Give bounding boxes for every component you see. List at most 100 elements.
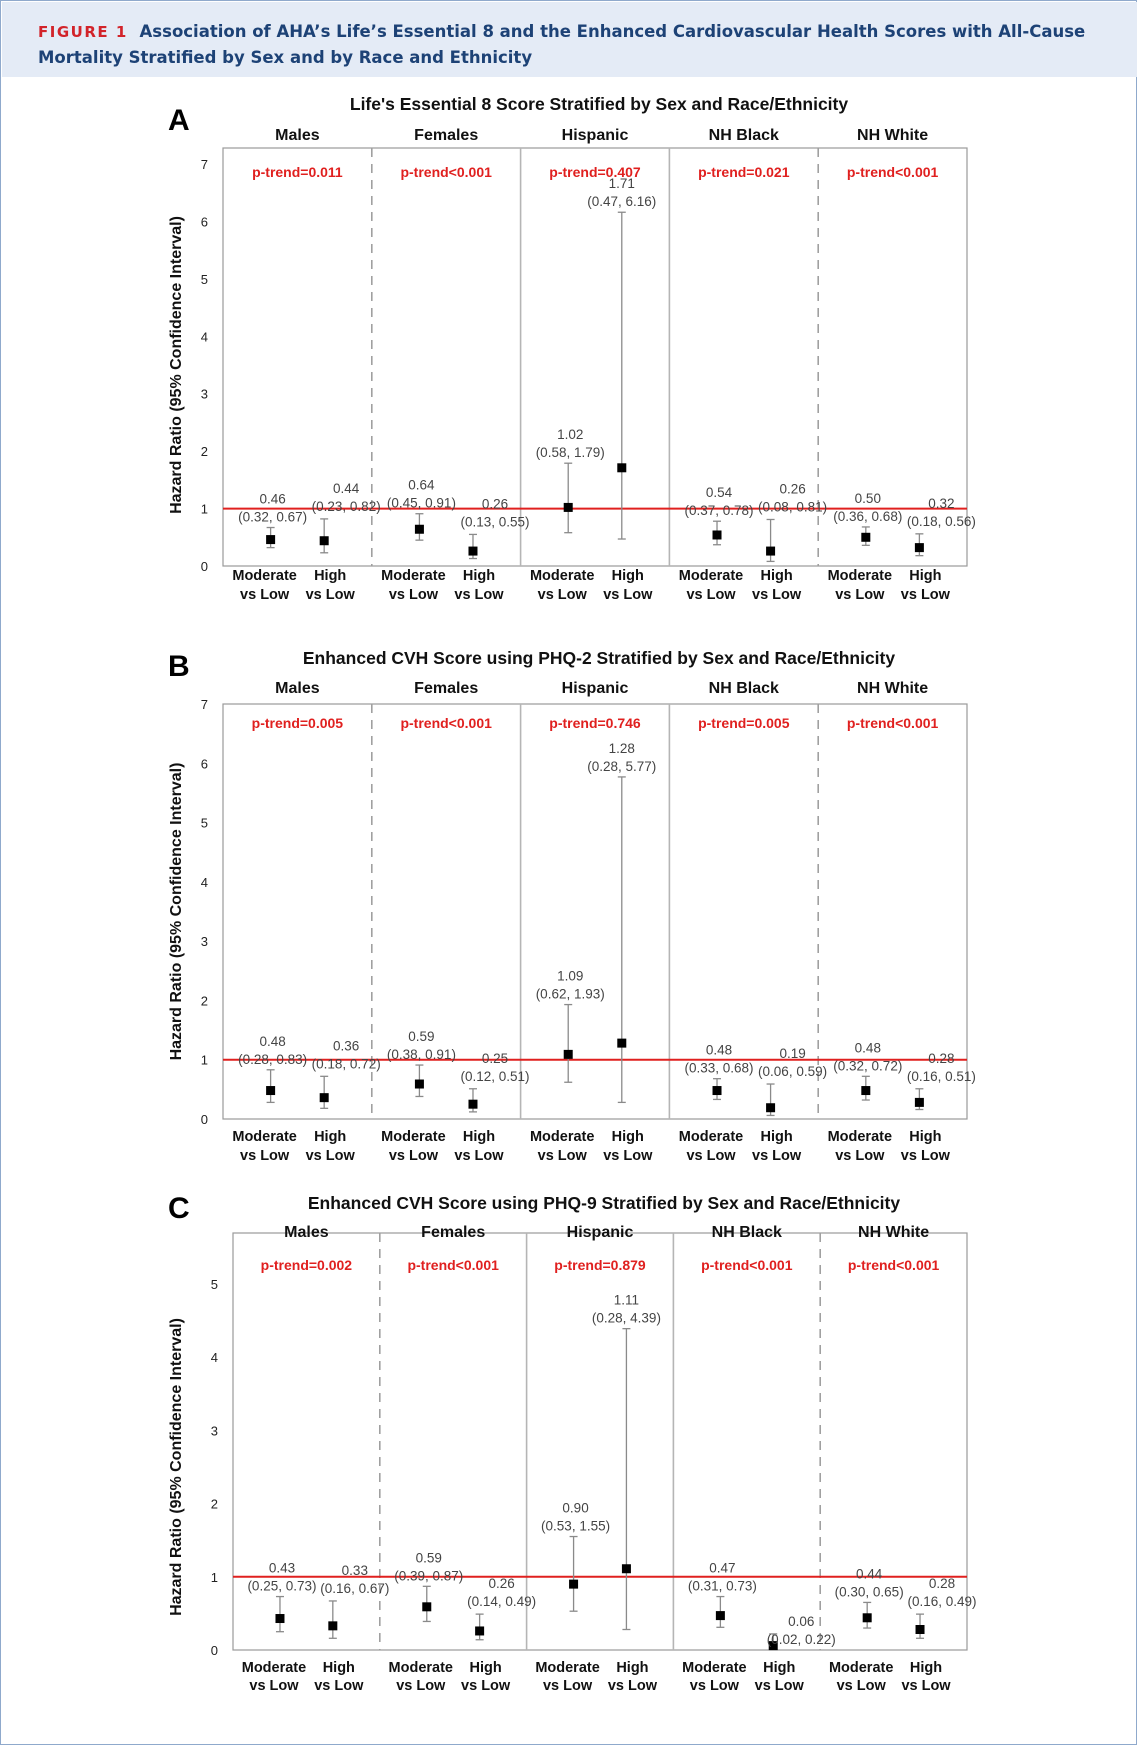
hr-marker <box>319 1093 329 1103</box>
ci-value-label: (0.28, 4.39) <box>592 1311 661 1326</box>
panel-letter: A <box>168 104 190 137</box>
hr-value-label: 0.47 <box>709 1561 735 1576</box>
hr-value-label: 0.33 <box>342 1563 368 1578</box>
x-tick-label: vs Low <box>752 1148 802 1164</box>
p-trend-label: p-trend=0.005 <box>252 715 344 731</box>
ci-value-label: (0.37, 0.78) <box>684 503 753 518</box>
hr-marker <box>861 1086 871 1096</box>
y-tick-label: 0 <box>211 1643 218 1658</box>
y-tick-label: 1 <box>201 1053 208 1068</box>
x-tick-label: High <box>612 1129 644 1145</box>
y-tick-label: 4 <box>201 329 208 344</box>
x-tick-label: High <box>760 568 792 584</box>
y-tick-label: 0 <box>201 1112 208 1127</box>
hr-marker <box>621 1564 631 1574</box>
ci-value-label: (0.18, 0.56) <box>907 514 976 529</box>
x-tick-label: vs Low <box>755 1678 805 1694</box>
x-tick-label: Moderate <box>679 568 743 584</box>
y-tick-label: 5 <box>201 816 208 831</box>
x-tick-label: High <box>910 1660 942 1676</box>
hr-marker <box>712 530 722 540</box>
x-tick-label: Moderate <box>389 1660 453 1676</box>
hr-value-label: 0.28 <box>929 1576 955 1591</box>
x-tick-label: High <box>463 1129 495 1145</box>
x-tick-label: vs Low <box>389 1148 439 1164</box>
y-tick-label: 1 <box>211 1570 218 1585</box>
x-tick-label: High <box>909 1129 941 1145</box>
hr-marker <box>475 1626 485 1636</box>
x-tick-label: High <box>763 1660 795 1676</box>
y-tick-label: 3 <box>211 1423 218 1438</box>
hr-marker <box>328 1621 338 1631</box>
hr-value-label: 0.46 <box>259 492 285 507</box>
ci-value-label: (0.62, 1.93) <box>536 987 605 1002</box>
x-tick-label: Moderate <box>232 1129 296 1145</box>
panel-letter: B <box>168 650 190 683</box>
y-tick-label: 7 <box>201 697 208 712</box>
group-label: Hispanic <box>567 1224 634 1241</box>
hr-value-label: 0.26 <box>779 481 805 496</box>
x-tick-label: vs Low <box>835 1148 885 1164</box>
hr-marker <box>914 1097 924 1107</box>
x-tick-label: vs Low <box>314 1678 364 1694</box>
x-tick-label: vs Low <box>249 1678 299 1694</box>
y-axis-label: Hazard Ratio (95% Confidence Interval) <box>168 216 185 514</box>
x-tick-label: Moderate <box>232 568 296 584</box>
plot-frame <box>222 703 968 1120</box>
x-tick-label: Moderate <box>381 568 445 584</box>
x-tick-label: Moderate <box>530 568 594 584</box>
hr-value-label: 0.19 <box>779 1046 805 1061</box>
group-label: Females <box>421 1224 485 1241</box>
group-label: Males <box>284 1224 329 1241</box>
group-label: Females <box>414 127 478 144</box>
x-tick-label: High <box>314 568 346 584</box>
x-tick-label: vs Low <box>901 1148 951 1164</box>
ci-value-label: (0.53, 1.55) <box>541 1519 610 1534</box>
group-label: Hispanic <box>562 680 629 697</box>
y-tick-label: 5 <box>201 272 208 287</box>
hr-marker <box>266 1086 276 1096</box>
x-tick-label: High <box>323 1660 355 1676</box>
hr-value-label: 0.36 <box>333 1038 359 1053</box>
x-tick-label: vs Low <box>389 587 439 603</box>
x-tick-label: vs Low <box>608 1678 658 1694</box>
x-tick-label: Moderate <box>828 1129 892 1145</box>
figure-caption: Association of AHA’s Life’s Essential 8 … <box>38 22 1086 67</box>
ci-value-label: (0.16, 0.67) <box>320 1581 389 1596</box>
hr-marker <box>414 1079 424 1089</box>
y-tick-label: 3 <box>201 387 208 402</box>
chart-title: Life's Essential 8 Score Stratified by S… <box>350 94 848 114</box>
hr-value-label: 0.43 <box>269 1561 295 1576</box>
group-label: NH Black <box>712 1224 782 1241</box>
ci-value-label: (0.36, 0.68) <box>833 509 902 524</box>
p-trend-label: p-trend=0.011 <box>252 164 343 180</box>
hr-value-label: 1.09 <box>557 969 583 984</box>
y-tick-label: 6 <box>201 214 208 229</box>
hr-marker <box>915 1625 925 1635</box>
hr-value-label: 0.44 <box>856 1566 883 1581</box>
hr-marker <box>712 1086 722 1096</box>
x-tick-label: Moderate <box>828 568 892 584</box>
x-tick-label: vs Low <box>454 587 504 603</box>
p-trend-label: p-trend=0.879 <box>554 1257 646 1273</box>
hr-marker <box>414 524 424 534</box>
ci-value-label: (0.18, 0.72) <box>312 1056 381 1071</box>
x-tick-label: vs Low <box>603 1148 653 1164</box>
panel-letter: C <box>168 1192 190 1225</box>
ci-value-label: (0.47, 6.16) <box>587 194 656 209</box>
group-label: NH White <box>857 127 928 144</box>
hr-marker <box>766 1103 776 1113</box>
x-tick-label: High <box>463 568 495 584</box>
ci-value-label: (0.08, 0.81) <box>758 499 827 514</box>
p-trend-label: p-trend<0.001 <box>701 1257 793 1273</box>
x-tick-label: vs Low <box>240 587 290 603</box>
ci-value-label: (0.30, 0.65) <box>835 1584 904 1599</box>
hr-marker <box>914 543 924 553</box>
hr-value-label: 1.02 <box>557 427 583 442</box>
p-trend-label: p-trend<0.001 <box>848 1257 940 1273</box>
x-tick-label: vs Low <box>306 587 356 603</box>
hr-value-label: 1.28 <box>609 741 635 756</box>
p-trend-label: p-trend<0.001 <box>847 164 939 180</box>
